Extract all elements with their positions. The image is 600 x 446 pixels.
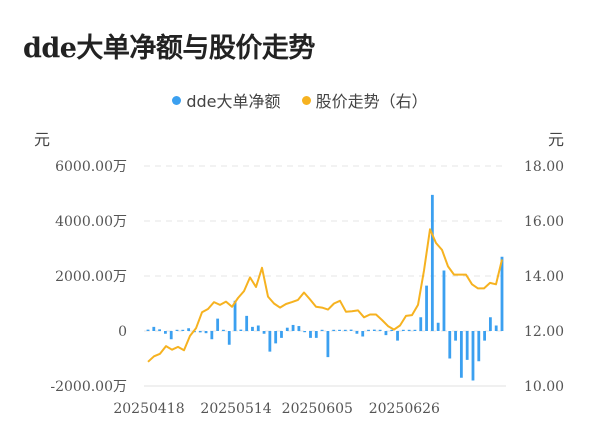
dde-bar[interactable]	[256, 325, 260, 332]
x-axis-tick: 20250418	[113, 401, 184, 417]
legend-item-price[interactable]: 股价走势（右）	[301, 88, 428, 112]
dde-bar[interactable]	[436, 322, 440, 331]
dde-bar[interactable]	[297, 326, 301, 331]
dde-bar[interactable]	[459, 331, 463, 378]
dde-bar[interactable]	[465, 331, 469, 360]
right-axis-unit: 元	[548, 130, 565, 149]
dde-bar[interactable]	[332, 329, 336, 331]
dde-bar[interactable]	[181, 329, 185, 331]
dde-bar[interactable]	[309, 331, 312, 338]
dde-bar[interactable]	[477, 331, 481, 362]
dde-bar[interactable]	[483, 331, 486, 341]
right-axis-tick: 16.00	[524, 214, 564, 230]
dde-bar[interactable]	[280, 331, 283, 338]
dde-bar[interactable]	[175, 329, 179, 331]
dde-bar[interactable]	[471, 331, 475, 381]
dde-bar[interactable]	[378, 329, 382, 331]
chart-title: dde大单净额与股价走势	[23, 33, 315, 64]
dde-bar[interactable]	[146, 329, 150, 331]
dde-bar[interactable]	[210, 331, 214, 340]
dde-bar[interactable]	[407, 329, 411, 331]
dde-bar[interactable]	[448, 331, 452, 359]
dde-bar[interactable]	[274, 331, 278, 344]
dde-bar[interactable]	[349, 329, 353, 331]
dde-bar[interactable]	[152, 326, 156, 331]
dde-bar[interactable]	[361, 331, 365, 337]
dde-bar[interactable]	[338, 329, 341, 331]
right-axis-tick: 10.00	[524, 379, 564, 395]
legend-item-dde[interactable]: dde大单净额	[172, 88, 281, 112]
dde-bar[interactable]	[285, 327, 289, 331]
left-axis-tick: 0	[118, 324, 127, 340]
left-axis-tick: 4000.00万	[55, 214, 127, 230]
dde-bar[interactable]	[320, 329, 324, 331]
right-axis-tick: 18.00	[524, 159, 564, 175]
dde-bar[interactable]	[413, 329, 417, 331]
dde-bar[interactable]	[239, 329, 243, 331]
dde-bar[interactable]	[291, 324, 295, 331]
dde-bar[interactable]	[419, 317, 423, 331]
dde-bar[interactable]	[204, 331, 208, 334]
dde-bar[interactable]	[343, 329, 347, 331]
dde-bar[interactable]	[425, 285, 428, 331]
dde-bar[interactable]	[187, 328, 191, 331]
x-axis-tick: 20250514	[200, 401, 271, 417]
dde-bar[interactable]	[216, 318, 220, 331]
dde-bar[interactable]	[198, 331, 202, 333]
dde-bar[interactable]	[401, 329, 405, 331]
dde-bar[interactable]	[262, 331, 266, 334]
x-axis-tick: 20250626	[369, 401, 440, 417]
legend-label: 股价走势（右）	[315, 92, 428, 111]
dde-bar[interactable]	[314, 331, 318, 338]
dde-bar[interactable]	[430, 194, 434, 331]
dde-bar[interactable]	[396, 331, 399, 341]
right-axis-tick: 12.00	[524, 324, 564, 340]
chart-legend: dde大单净额 股价走势（右）	[0, 88, 600, 112]
price-line[interactable]	[147, 228, 503, 363]
left-axis-tick: -2000.00万	[50, 379, 127, 395]
legend-dot-icon	[301, 95, 311, 105]
legend-dot-icon	[172, 95, 182, 105]
dde-bar[interactable]	[454, 331, 457, 341]
dde-bar[interactable]	[500, 256, 504, 331]
dde-bar[interactable]	[355, 331, 359, 334]
dde-bar[interactable]	[390, 329, 394, 331]
left-axis-unit: 元	[34, 130, 51, 149]
dde-bar[interactable]	[251, 326, 254, 331]
dde-bar[interactable]	[326, 331, 330, 358]
dde-bar[interactable]	[227, 331, 231, 345]
x-axis-tick: 20250605	[282, 401, 353, 417]
dde-bar[interactable]	[245, 315, 249, 331]
dde-bar[interactable]	[372, 329, 376, 331]
legend-label: dde大单净额	[186, 92, 281, 111]
dde-bar[interactable]	[367, 329, 370, 331]
dde-bar[interactable]	[222, 329, 225, 331]
dde-bar[interactable]	[169, 331, 173, 340]
dde-bar[interactable]	[303, 331, 307, 333]
dde-bar[interactable]	[494, 325, 498, 332]
dde-bar[interactable]	[488, 317, 492, 331]
left-axis-tick: 6000.00万	[55, 159, 127, 175]
right-axis-tick: 14.00	[524, 269, 564, 285]
dde-bar[interactable]	[268, 331, 272, 352]
dde-bar[interactable]	[442, 270, 446, 332]
left-axis-tick: 2000.00万	[55, 269, 127, 285]
dde-bar[interactable]	[164, 331, 167, 334]
dde-bar[interactable]	[158, 329, 162, 331]
dde-bar[interactable]	[384, 331, 388, 336]
dde-bar[interactable]	[233, 300, 237, 331]
